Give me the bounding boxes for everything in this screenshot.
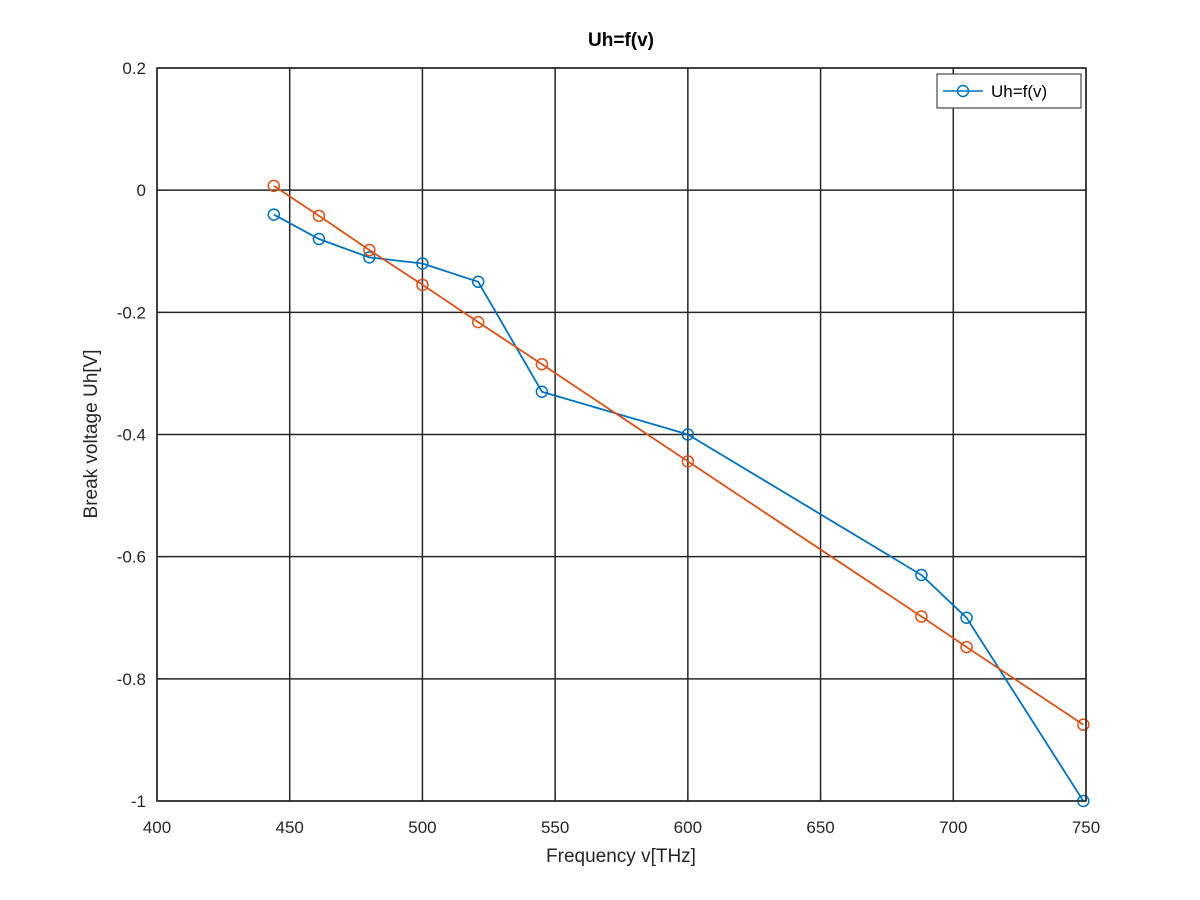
x-tick-label: 400: [143, 818, 171, 837]
data-point-series-2: [1077, 718, 1090, 731]
plot-frame: [156, 67, 1087, 802]
data-point-series-1: [915, 568, 928, 582]
x-tick-label: 750: [1072, 818, 1100, 837]
x-tick-label: 450: [276, 818, 304, 837]
y-tick-label: -0.6: [117, 548, 146, 567]
data-point-series-1: [960, 611, 973, 624]
series-line-1: [273, 213, 1085, 802]
legend-marker: [956, 84, 970, 98]
y-tick-label: 0.2: [122, 59, 146, 78]
y-tick-label: -0.8: [117, 670, 146, 689]
data-point-series-1: [681, 428, 695, 441]
x-tick-label: 600: [674, 818, 702, 837]
data-point-series-2: [681, 455, 695, 468]
data-point-series-1: [416, 257, 429, 270]
chart-title: Uh=f(v): [588, 30, 654, 51]
data-point-series-1: [471, 275, 485, 289]
x-tick-label: 500: [408, 818, 436, 837]
x-tick-label: 550: [541, 818, 569, 837]
y-tick-label: -0.4: [117, 426, 146, 445]
y-axis-label: Break voltage Uh[V]: [81, 350, 102, 519]
data-point-series-2: [312, 209, 326, 223]
series: [267, 179, 1090, 808]
data-point-series-1: [312, 232, 326, 246]
data-point-series-2: [363, 243, 376, 257]
y-tick-label: -0.2: [117, 303, 146, 322]
x-tick-label: 650: [806, 818, 834, 837]
y-tick-label: -1: [131, 792, 146, 811]
data-point-series-2: [471, 315, 485, 329]
legend: Uh=f(v): [936, 73, 1082, 109]
data-point-series-1: [535, 385, 549, 398]
data-point-series-2: [915, 610, 928, 623]
y-tick-label: 0: [137, 181, 146, 200]
data-point-series-2: [416, 278, 429, 292]
x-tick-label: 700: [939, 818, 967, 837]
x-axis-label: Frequency v[THz]: [546, 846, 696, 867]
series-line-2: [273, 185, 1084, 726]
data-point-series-2: [535, 358, 549, 371]
data-point-series-1: [267, 208, 281, 221]
tick-labels: 400 450 500 550 600 650 700 750 -1 -0.8 -0.6 -0.4 -0…: [117, 59, 1100, 837]
data-point-series-2: [960, 640, 973, 654]
data-point-series-2: [267, 179, 281, 193]
data-point-series-1: [363, 251, 376, 264]
legend-label: Uh=f(v): [991, 82, 1047, 101]
